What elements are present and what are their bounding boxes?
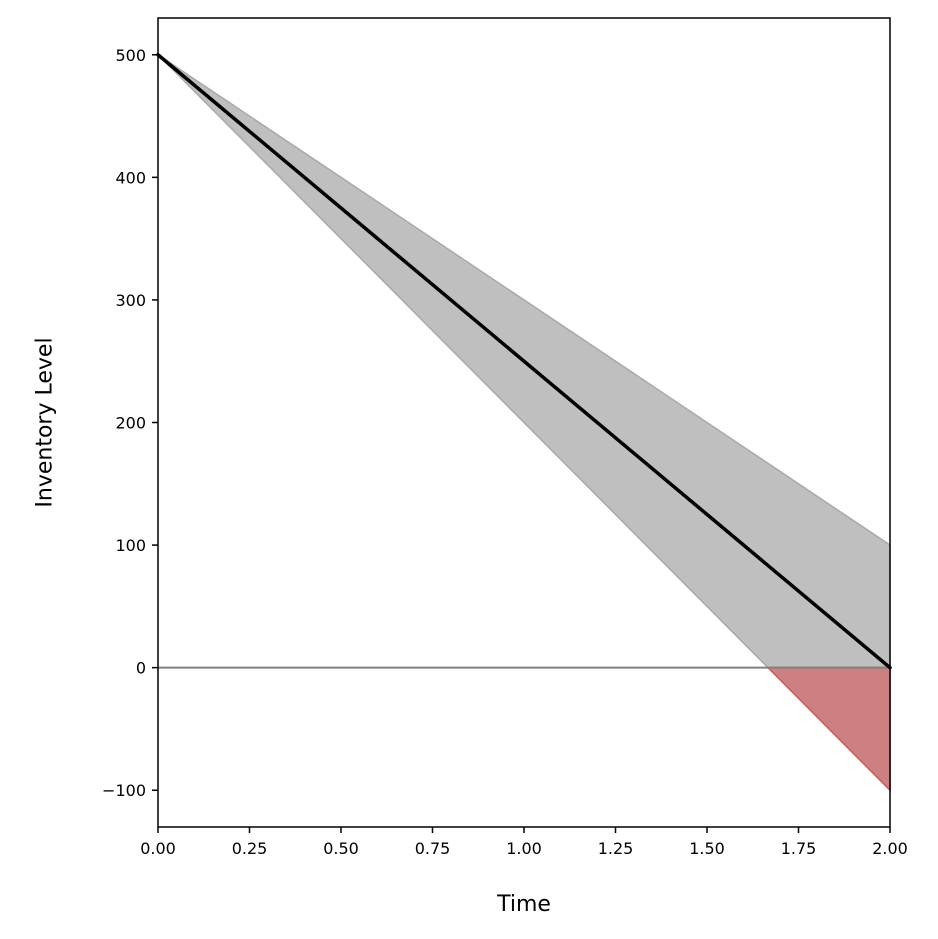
- y-axis-ticks: −100 0 100 200 300 400 500: [102, 46, 158, 800]
- x-tick-label: 1.00: [506, 839, 542, 858]
- y-tick-label: 100: [115, 536, 146, 555]
- x-tick-label: 0.50: [323, 839, 359, 858]
- x-tick-label: 2.00: [872, 839, 908, 858]
- y-tick-label: 0: [136, 659, 146, 678]
- x-tick-label: 0.75: [415, 839, 451, 858]
- y-tick-label: 300: [115, 291, 146, 310]
- y-tick-label: −100: [102, 781, 146, 800]
- x-axis-label: Time: [496, 892, 551, 917]
- y-tick-label: 400: [115, 168, 146, 187]
- y-axis-label: Inventory Level: [33, 337, 58, 507]
- x-tick-label: 1.50: [689, 839, 725, 858]
- x-axis-ticks: 0.00 0.25 0.50 0.75 1.00 1.25 1.50 1.75 2.00: [140, 827, 908, 858]
- x-tick-label: 0.00: [140, 839, 176, 858]
- x-tick-label: 1.25: [598, 839, 634, 858]
- plot-lines: [156, 53, 892, 670]
- x-tick-label: 1.75: [781, 839, 817, 858]
- y-tick-label: 500: [115, 46, 146, 65]
- x-tick-label: 0.25: [232, 839, 268, 858]
- series-line-0: [156, 53, 892, 670]
- y-tick-label: 200: [115, 414, 146, 433]
